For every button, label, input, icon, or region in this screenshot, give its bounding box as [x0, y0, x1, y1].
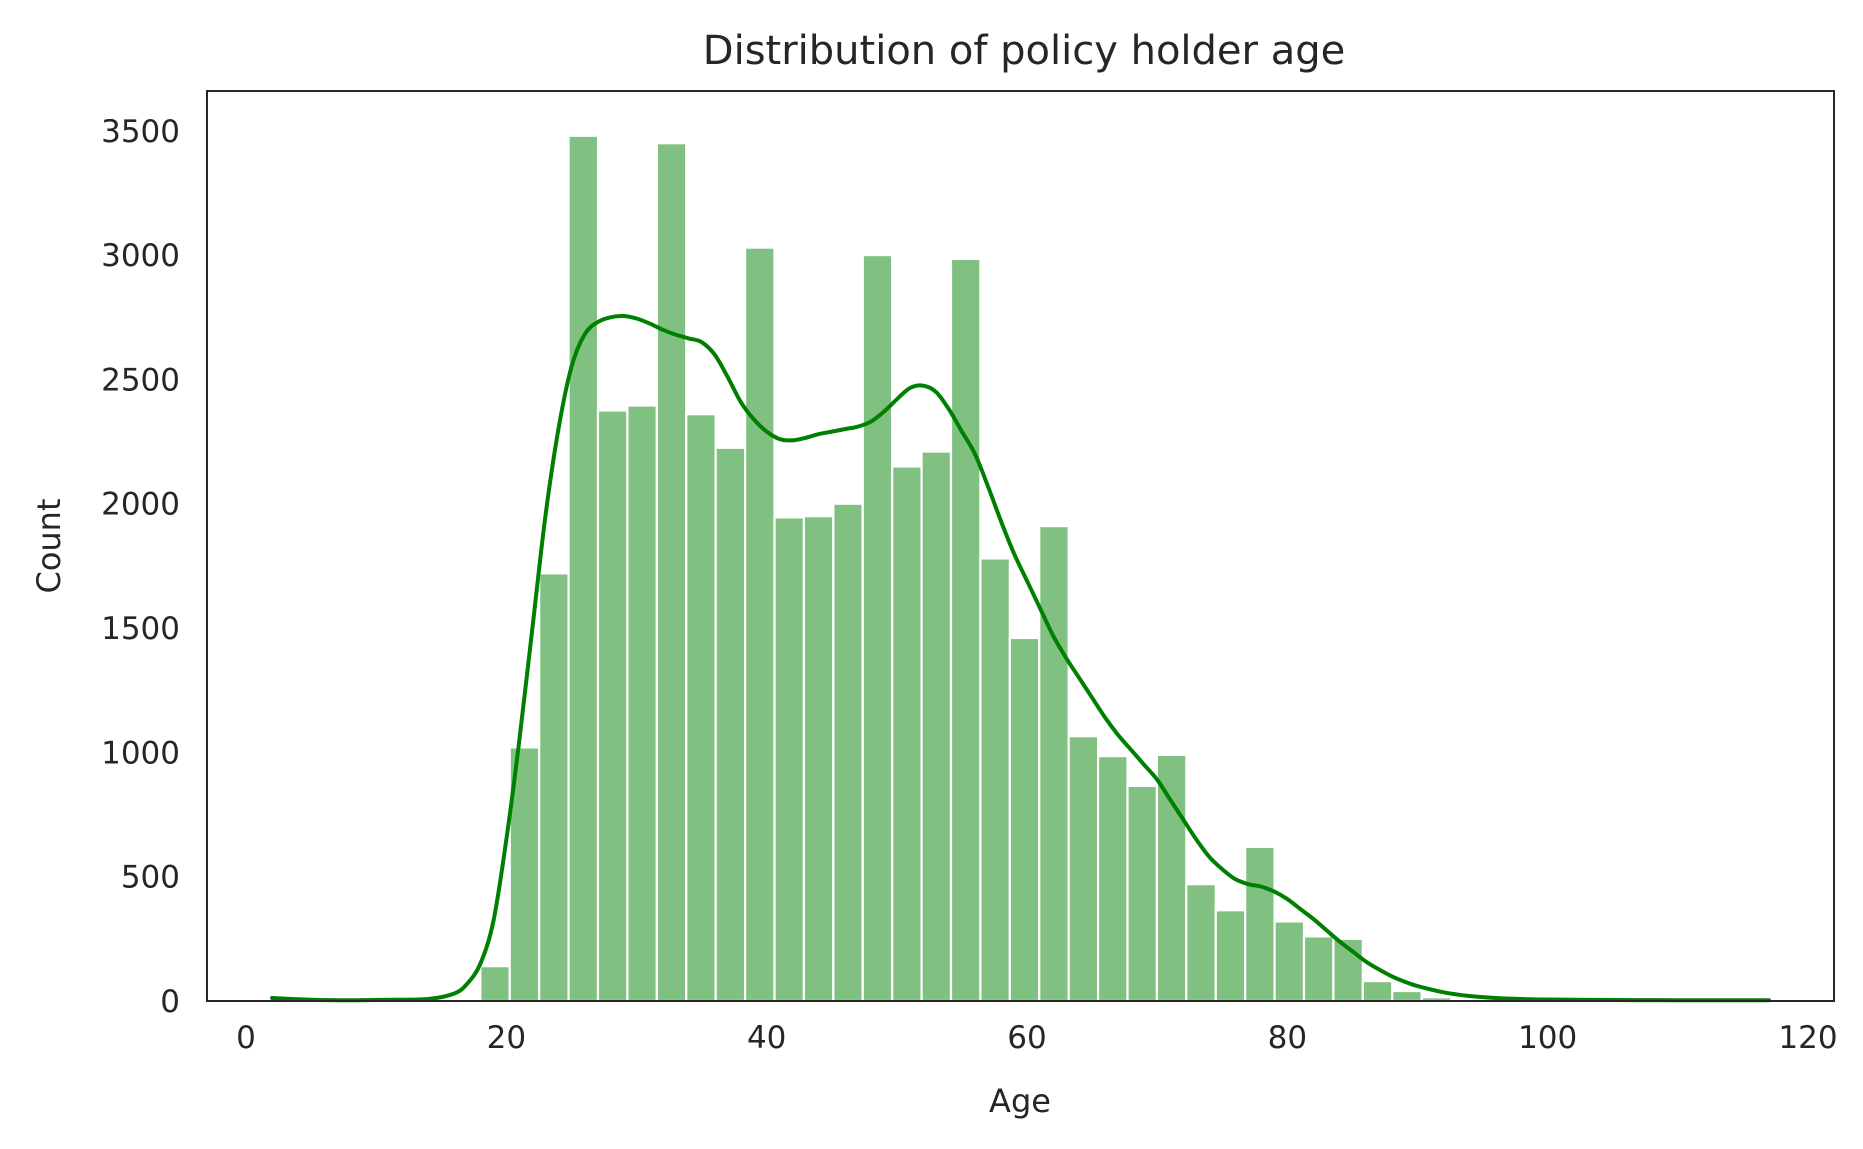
histogram-bar [891, 465, 923, 1003]
histogram-bar [832, 502, 864, 1003]
histogram-bar [1126, 784, 1159, 1003]
y-tick-label: 1000 [101, 735, 180, 771]
chart-title: Distribution of policy holder age [703, 28, 1345, 74]
histogram-bar [596, 409, 629, 1003]
histogram-bar [773, 516, 806, 1003]
histogram-bar [538, 572, 570, 1003]
x-axis-title: Age [989, 1082, 1051, 1120]
y-tick-label: 2000 [101, 487, 180, 523]
x-tick-label: 40 [747, 1020, 786, 1056]
histogram-bar [920, 450, 953, 1003]
x-tick-label: 60 [1007, 1020, 1046, 1056]
y-tick-label: 3500 [101, 114, 180, 150]
bars-layer [479, 134, 1482, 1003]
histogram-bar [949, 257, 982, 1003]
y-tick-label: 2500 [101, 362, 180, 398]
histogram-bar [1214, 909, 1247, 1003]
histogram-bar [1273, 920, 1306, 1003]
x-tick-label: 100 [1518, 1020, 1577, 1056]
plot-frame [206, 90, 1835, 1002]
y-tick-label: 3000 [101, 238, 180, 274]
kde-curve [270, 313, 1771, 1003]
histogram-bar [1391, 989, 1423, 1003]
histogram-bar [1302, 935, 1335, 1003]
y-tick-label: 1500 [101, 611, 180, 647]
x-tick-label: 80 [1268, 1020, 1307, 1056]
histogram-bar [1185, 883, 1217, 1003]
histogram-bar [1067, 735, 1100, 1003]
histogram-bar [861, 254, 894, 1003]
x-tick-label: 0 [236, 1020, 256, 1056]
x-tick-label: 20 [487, 1020, 526, 1056]
histogram-bar [655, 142, 688, 1003]
x-axis: 0 20 40 60 80 100 120 [236, 1020, 1837, 1056]
y-tick-label: 0 [160, 984, 180, 1020]
histogram-bar [685, 413, 717, 1003]
kde-layer [270, 313, 1771, 1003]
x-tick-label: 120 [1778, 1020, 1837, 1056]
histogram-bar [714, 446, 747, 1003]
histogram-bar [626, 404, 658, 1003]
histogram-bar [1244, 845, 1276, 1003]
histogram-bar [1038, 525, 1070, 1003]
y-tick-label: 500 [121, 860, 180, 896]
histogram-bar [1008, 636, 1041, 1003]
histogram-bar [1361, 980, 1394, 1003]
histogram-bar [979, 557, 1011, 1003]
histogram-bar [743, 246, 776, 1003]
histogram-bar [802, 515, 835, 1003]
histogram-bar [1096, 754, 1129, 1003]
histogram-bar [1155, 753, 1188, 1003]
y-axis: 0 500 1000 1500 2000 2500 3000 3500 [101, 114, 180, 1020]
histogram-bar [567, 134, 600, 1003]
y-axis-title: Count [30, 498, 68, 593]
histogram-bar [479, 965, 511, 1003]
